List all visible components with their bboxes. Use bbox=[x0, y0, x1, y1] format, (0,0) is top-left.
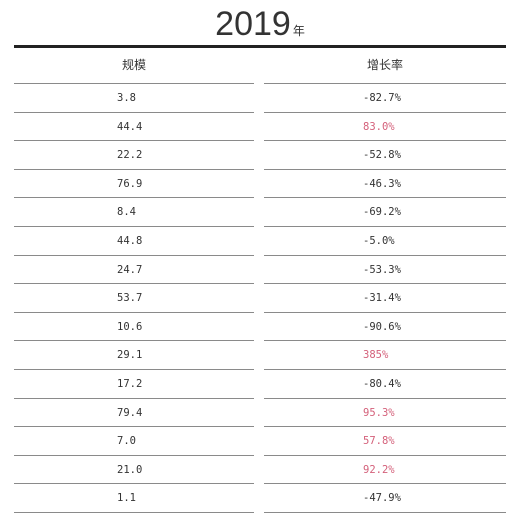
scale-header: 规模 bbox=[14, 48, 254, 84]
growth-cell: -80.4% bbox=[264, 370, 506, 399]
scale-cell: 8.4 bbox=[14, 198, 254, 227]
scale-column: 规模 3.8 44.4 22.2 76.9 8.4 44.8 24.7 53.7 10.6 29.… bbox=[14, 48, 254, 513]
growth-cell: 83.0% bbox=[264, 113, 506, 142]
growth-cell: 95.3% bbox=[264, 399, 506, 428]
growth-cell: -82.7% bbox=[264, 84, 506, 113]
growth-header: 增长率 bbox=[264, 48, 506, 84]
scale-column-body: 3.8 44.4 22.2 76.9 8.4 44.8 24.7 53.7 10.6 29.1 17… bbox=[14, 84, 254, 513]
growth-column-body: -82.7% 83.0% -52.8% -46.3% -69.2% -5.0% -53.3%… bbox=[264, 84, 506, 513]
growth-cell: 92.2% bbox=[264, 456, 506, 485]
scale-cell: 29.1 bbox=[14, 341, 254, 370]
scale-cell: 79.4 bbox=[14, 399, 254, 428]
scale-cell: 22.2 bbox=[14, 141, 254, 170]
growth-cell: 57.8% bbox=[264, 427, 506, 456]
scale-cell: 21.0 bbox=[14, 456, 254, 485]
growth-cell: -46.3% bbox=[264, 170, 506, 199]
page-title: 2019 年 bbox=[0, 4, 520, 44]
growth-cell: -69.2% bbox=[264, 198, 506, 227]
scale-cell: 44.4 bbox=[14, 113, 254, 142]
growth-cell: -47.9% bbox=[264, 484, 506, 513]
scale-cell: 7.0 bbox=[14, 427, 254, 456]
growth-cell: -31.4% bbox=[264, 284, 506, 313]
growth-cell: -5.0% bbox=[264, 227, 506, 256]
growth-cell: -90.6% bbox=[264, 313, 506, 342]
scale-cell: 53.7 bbox=[14, 284, 254, 313]
top-rule bbox=[14, 45, 506, 48]
scale-cell: 3.8 bbox=[14, 84, 254, 113]
growth-cell: 385% bbox=[264, 341, 506, 370]
growth-column: 增长率 -82.7% 83.0% -52.8% -46.3% -69.2% -5.0% -5… bbox=[264, 48, 506, 513]
growth-cell: -52.8% bbox=[264, 141, 506, 170]
scale-cell: 24.7 bbox=[14, 256, 254, 285]
scale-cell: 76.9 bbox=[14, 170, 254, 199]
growth-cell: -53.3% bbox=[264, 256, 506, 285]
scale-cell: 17.2 bbox=[14, 370, 254, 399]
title-year: 2019 bbox=[215, 5, 291, 43]
title-unit: 年 bbox=[292, 24, 305, 38]
scale-cell: 1.1 bbox=[14, 484, 254, 513]
scale-cell: 10.6 bbox=[14, 313, 254, 342]
scale-cell: 44.8 bbox=[14, 227, 254, 256]
